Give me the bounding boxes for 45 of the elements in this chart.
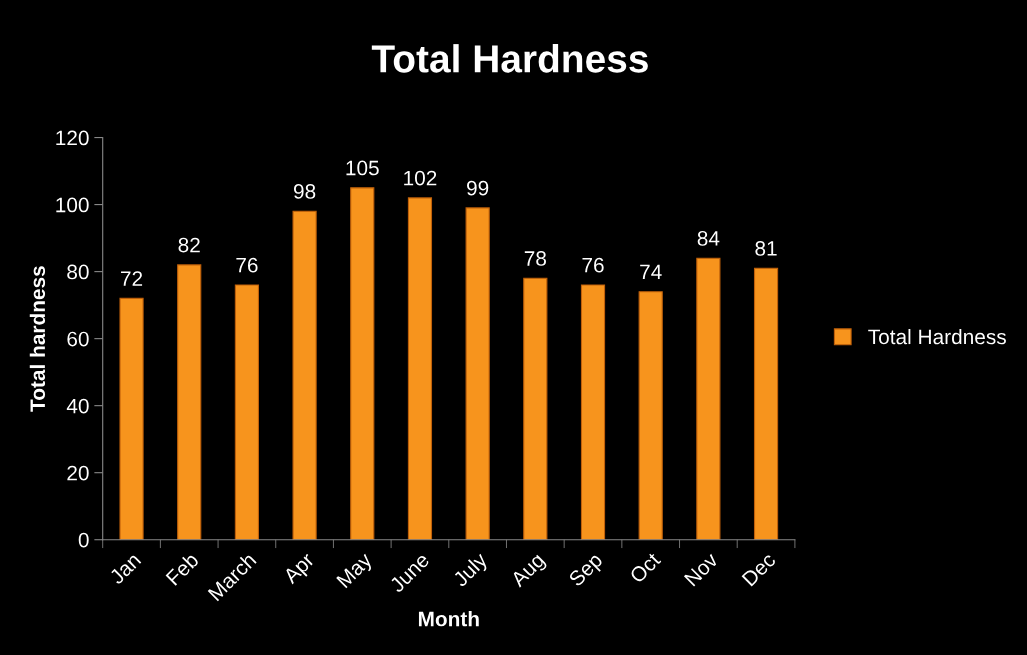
data-label: 72	[121, 271, 143, 286]
bar	[119, 297, 144, 540]
bar	[407, 197, 433, 540]
data-label: 99	[467, 180, 489, 196]
y-axis-title: Total hardness	[29, 266, 46, 412]
bar	[580, 284, 606, 540]
chart-title: Total Hardness	[371, 44, 648, 73]
x-tick-label: Jan	[108, 552, 142, 586]
x-tick-label: Dec	[741, 551, 777, 587]
bar	[177, 264, 202, 540]
data-label: 82	[178, 237, 200, 253]
data-label: 105	[346, 160, 379, 176]
y-tick-label: 20	[67, 465, 89, 481]
data-label: 98	[293, 184, 316, 199]
bar	[638, 291, 663, 540]
y-tick-label: 40	[66, 398, 89, 414]
bar	[292, 210, 317, 540]
y-tick-label: 80	[67, 264, 89, 280]
data-label: 102	[404, 170, 437, 186]
bar	[350, 187, 375, 540]
y-tick-label: 60	[67, 331, 89, 347]
bar	[234, 284, 259, 540]
x-tick-label: Aug	[509, 552, 549, 591]
x-tick-label: Feb	[165, 551, 200, 586]
bar	[523, 277, 548, 540]
data-label: 74	[640, 264, 662, 280]
data-label: 84	[697, 231, 720, 246]
bar	[465, 207, 490, 540]
bar	[753, 267, 779, 540]
y-tick-label: 0	[78, 532, 89, 548]
x-axis-title: Month	[418, 611, 479, 627]
data-label: 78	[524, 251, 547, 266]
x-tick-label: Apr	[282, 551, 319, 588]
x-tick-label: Sep	[567, 551, 607, 591]
x-tick-label: Oct	[628, 551, 662, 584]
x-tick-label: July	[451, 550, 492, 591]
legend-label: Total Hardness	[868, 328, 1006, 345]
y-tick-label: 120	[56, 130, 89, 146]
y-tick-label: 100	[56, 197, 89, 213]
x-tick-label: May	[336, 551, 376, 592]
data-label: 81	[755, 241, 777, 256]
bar	[696, 257, 721, 540]
x-tick-label: Nov	[683, 551, 720, 587]
data-label: 76	[236, 257, 258, 273]
data-label: 76	[582, 257, 604, 273]
